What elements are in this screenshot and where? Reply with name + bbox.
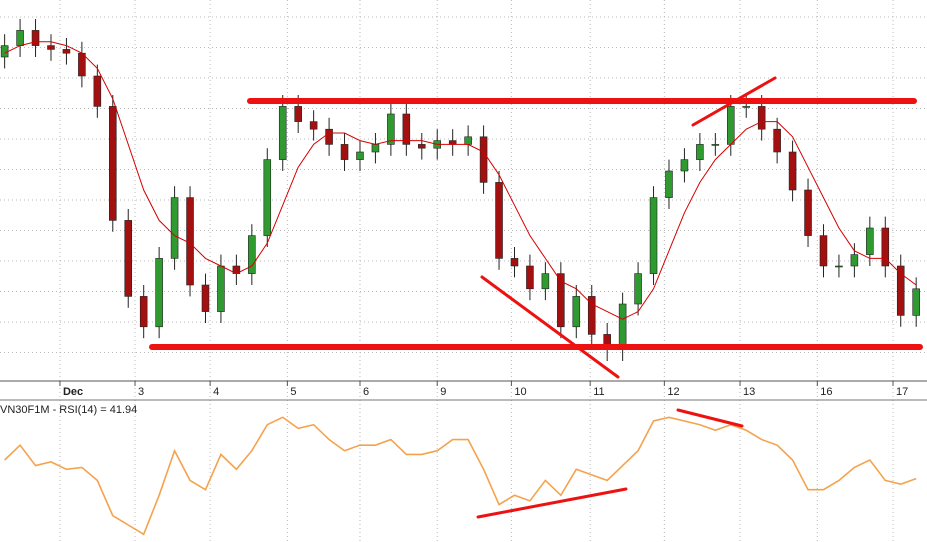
candle-body [881, 227, 890, 267]
candle-body [912, 288, 920, 316]
annotations [149, 76, 923, 519]
candle-body [649, 197, 658, 274]
candle-body [93, 75, 102, 107]
plot [0, 19, 920, 536]
divergence-line [676, 408, 744, 428]
candle-body [742, 106, 751, 108]
candle-body [124, 220, 133, 297]
candle-body [402, 113, 411, 145]
x-tick-label: 11 [593, 386, 604, 398]
candle-body [263, 159, 272, 236]
candle-body [16, 30, 24, 46]
candle-body [170, 197, 179, 259]
candle-body [557, 273, 565, 328]
divergence-line [476, 487, 628, 519]
x-tick-label: 4 [213, 386, 219, 398]
x-tick-label: 10 [514, 386, 526, 398]
candle-body [418, 144, 426, 149]
candle-body [356, 151, 364, 160]
candle-body [850, 254, 859, 267]
candle-body [479, 136, 488, 183]
candle-body [0, 45, 9, 58]
candle-body [572, 296, 581, 328]
candle-body [309, 121, 318, 130]
x-tick-label: Dec [63, 386, 83, 398]
candle-body [711, 144, 720, 146]
candle-body [387, 113, 395, 145]
rsi-line [4, 416, 917, 536]
candle-body [217, 265, 225, 312]
candle-body [526, 265, 534, 290]
candle-body [248, 235, 256, 274]
candle-body [896, 265, 905, 316]
candle-body [680, 159, 689, 172]
candle-body [510, 258, 519, 267]
moving-average [4, 41, 917, 320]
x-tick-label: 3 [138, 386, 144, 398]
x-tick-label: 12 [667, 386, 679, 398]
x-tick-label: 16 [820, 386, 832, 398]
candle-body [804, 189, 812, 236]
candle-body [340, 144, 349, 160]
candle-body [757, 106, 766, 130]
candle-body [665, 170, 673, 198]
candle-body [371, 144, 380, 153]
candle-body [464, 136, 472, 145]
x-tick-label: 17 [896, 386, 908, 398]
candle-body [618, 303, 627, 350]
candle-body [866, 227, 874, 255]
candle-body [47, 45, 55, 50]
candle-body [294, 106, 302, 122]
candle-body [31, 30, 40, 46]
candle-body [541, 273, 550, 290]
candle-body [495, 182, 503, 259]
candle-body [155, 258, 163, 328]
x-tick-label: 5 [290, 386, 296, 398]
candle-body [587, 296, 596, 335]
candle-body [448, 140, 457, 145]
candle-body [325, 128, 333, 145]
candle-body [201, 284, 210, 312]
x-tick-label: 13 [743, 386, 755, 398]
candle-body [278, 106, 287, 160]
candle-body [788, 151, 797, 191]
x-tick-label: 6 [363, 386, 369, 398]
rsi-label: VN30F1M - RSI(14) = 41.94 [0, 404, 137, 416]
candle-body [727, 106, 735, 145]
candle-body [78, 52, 86, 77]
trend-line [480, 275, 620, 379]
candle-body [835, 265, 843, 268]
x-tick-label: 9 [440, 386, 446, 398]
candle-body [819, 235, 828, 267]
candle-body [62, 49, 71, 54]
candle-body [773, 128, 781, 153]
candle-body [186, 197, 194, 286]
candle-body [109, 106, 117, 221]
candle-body [634, 273, 642, 305]
trend-line [691, 76, 777, 127]
candle-body [139, 296, 148, 328]
candle-body [696, 144, 704, 160]
